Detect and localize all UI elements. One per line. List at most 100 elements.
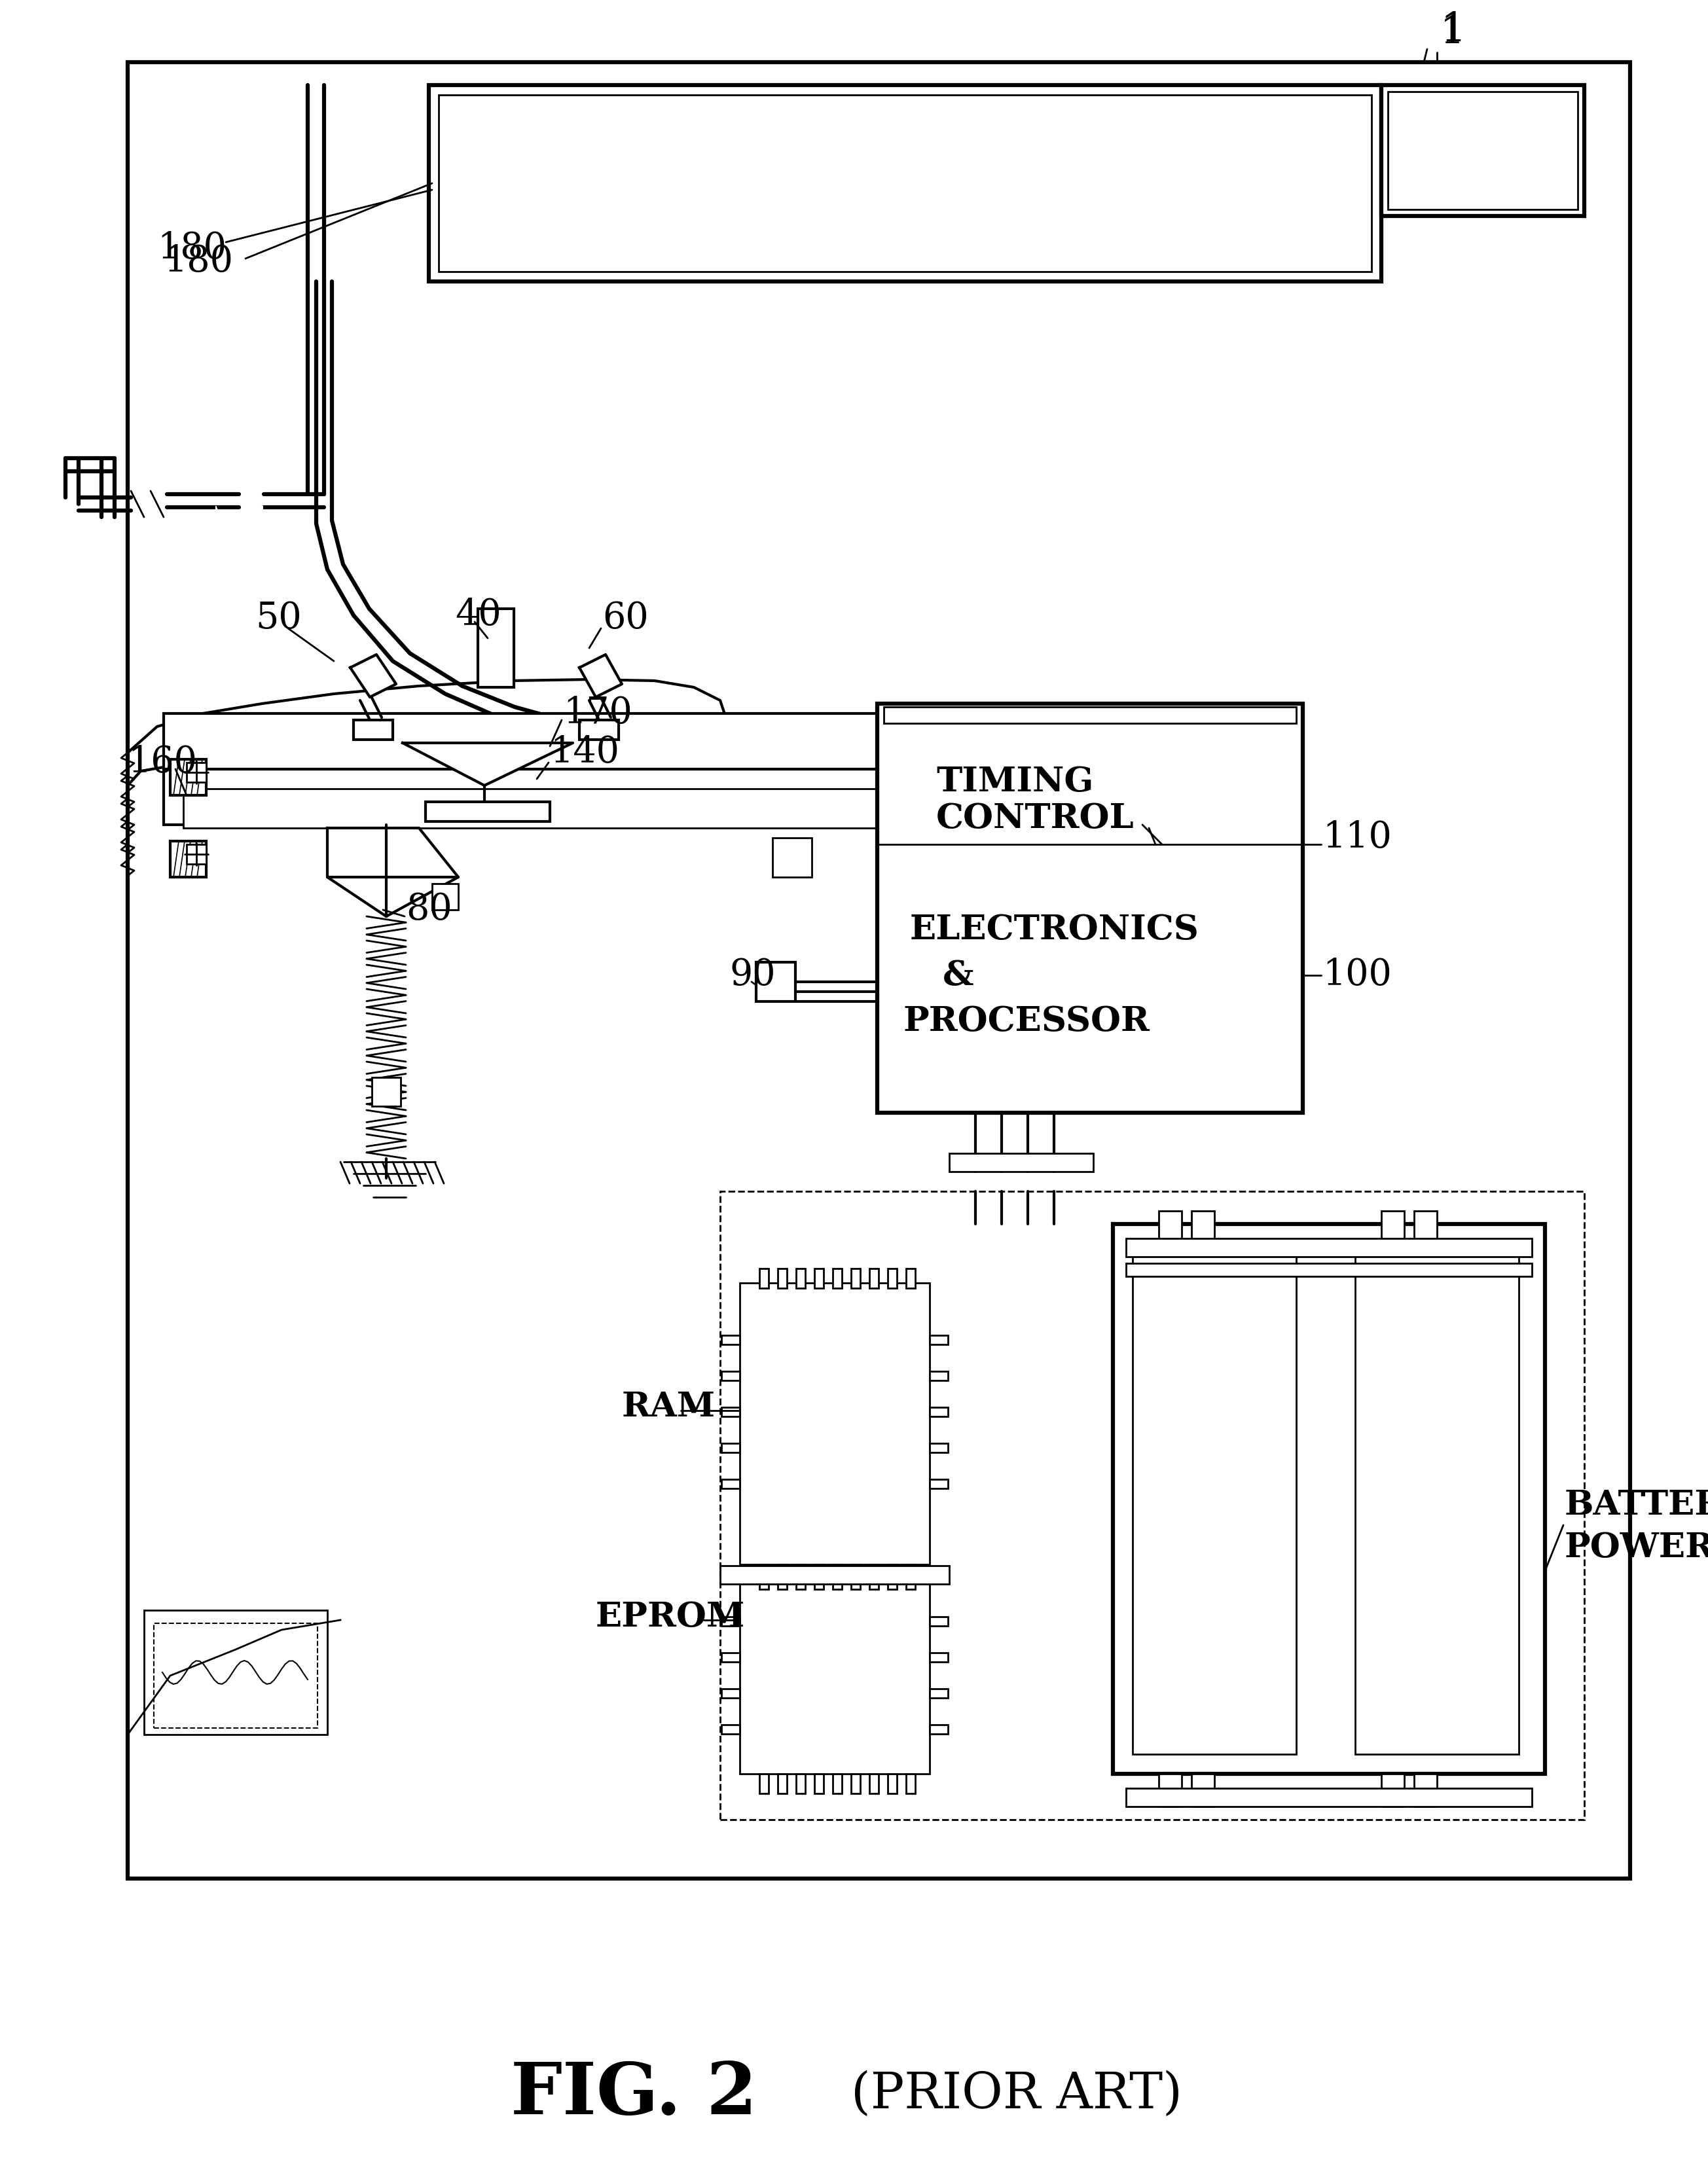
Bar [760, 1774, 769, 1793]
Bar [1414, 1212, 1436, 1244]
Bar [478, 608, 514, 686]
Bar [905, 1774, 915, 1793]
Bar [1382, 1774, 1404, 1806]
Polygon shape [403, 743, 572, 784]
Bar [796, 1565, 804, 1584]
Bar [929, 1726, 948, 1734]
Bar [186, 845, 207, 865]
Bar [888, 1565, 897, 1584]
Bar [721, 1567, 950, 1584]
Text: 1: 1 [1440, 11, 1465, 50]
Bar [888, 1774, 897, 1793]
Bar [721, 1336, 740, 1344]
Bar [171, 758, 207, 795]
Bar [721, 1480, 740, 1488]
Bar [929, 1371, 948, 1381]
Bar [929, 1652, 948, 1663]
Text: EPROM: EPROM [596, 1599, 745, 1634]
Bar [834, 1774, 842, 1793]
Bar [905, 1268, 915, 1288]
Bar [740, 1283, 929, 1565]
Polygon shape [128, 680, 726, 865]
Text: ELECTRONICS: ELECTRONICS [910, 913, 1199, 946]
Bar [869, 1268, 878, 1288]
Bar [929, 1442, 948, 1453]
Bar [1158, 1774, 1182, 1806]
Text: FIG. 2: FIG. 2 [511, 2059, 757, 2129]
Bar [815, 1565, 823, 1584]
Bar [1158, 1212, 1182, 1244]
Bar [815, 1569, 823, 1588]
Bar [183, 789, 904, 828]
Bar [1192, 1212, 1214, 1244]
Bar [929, 1336, 948, 1344]
Bar [815, 1268, 823, 1288]
Bar [777, 1569, 787, 1588]
Bar [760, 1569, 769, 1588]
Bar [439, 96, 1372, 272]
Text: 100: 100 [1322, 957, 1392, 994]
Text: 60: 60 [603, 601, 649, 636]
Bar [425, 802, 550, 821]
Bar [1114, 1225, 1546, 1774]
Bar [777, 1774, 787, 1793]
Bar [721, 1192, 1585, 1819]
Bar [721, 1371, 740, 1381]
Bar [1132, 1244, 1296, 1754]
Bar [851, 1268, 861, 1288]
Bar [760, 1565, 769, 1584]
Bar [796, 1569, 804, 1588]
Bar [760, 1268, 769, 1288]
Bar [1382, 1212, 1404, 1244]
Bar [164, 713, 950, 769]
Text: 50: 50 [254, 601, 302, 636]
Text: 80: 80 [407, 891, 453, 928]
Bar [888, 1268, 897, 1288]
Bar [128, 63, 1629, 1878]
Bar [869, 1569, 878, 1588]
Bar [171, 841, 207, 878]
Bar [757, 963, 796, 1002]
Bar [929, 1408, 948, 1416]
Bar [851, 1569, 861, 1588]
Text: TIMING: TIMING [936, 765, 1093, 800]
Text: RAM: RAM [622, 1390, 716, 1423]
Text: 140: 140 [550, 734, 620, 771]
Bar [869, 1774, 878, 1793]
Bar [1414, 1774, 1436, 1806]
Bar [905, 1569, 915, 1588]
Text: &: & [943, 959, 974, 991]
Bar [834, 1565, 842, 1584]
Text: 40: 40 [454, 597, 500, 634]
Bar [929, 1480, 948, 1488]
Polygon shape [328, 828, 458, 878]
Bar [1382, 85, 1585, 216]
Text: 180: 180 [157, 231, 227, 266]
Bar [888, 1569, 897, 1588]
Bar [929, 1617, 948, 1626]
Bar [740, 1584, 929, 1774]
Bar [883, 706, 1296, 723]
Bar [815, 1774, 823, 1793]
Bar [721, 1442, 740, 1453]
Text: CONTROL: CONTROL [936, 802, 1134, 835]
Bar [721, 1617, 740, 1626]
Text: 180: 180 [164, 244, 232, 279]
Bar [777, 1268, 787, 1288]
Bar [429, 85, 1382, 281]
Text: PROCESSOR: PROCESSOR [904, 1005, 1149, 1037]
Text: BATTERY: BATTERY [1565, 1488, 1708, 1523]
Bar [878, 704, 1303, 1113]
Polygon shape [579, 654, 622, 697]
Bar [1192, 1774, 1214, 1806]
Bar [354, 719, 393, 739]
Bar [721, 1689, 740, 1697]
Bar [834, 1569, 842, 1588]
Bar [1389, 92, 1578, 209]
Bar [372, 1076, 401, 1107]
Bar [834, 1268, 842, 1288]
Bar [721, 1726, 740, 1734]
Bar [164, 769, 950, 824]
Polygon shape [350, 654, 396, 697]
Bar [905, 1565, 915, 1584]
